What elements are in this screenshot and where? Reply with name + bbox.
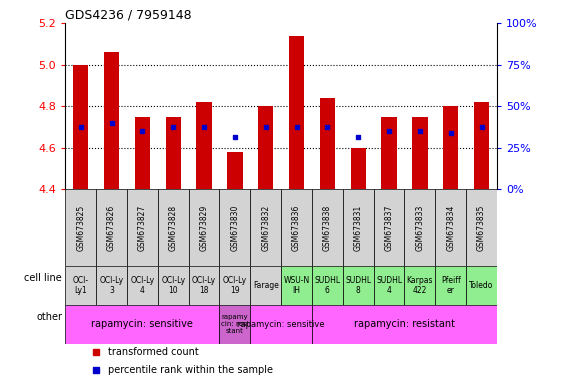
Bar bbox=[289, 35, 304, 189]
Text: SUDHL
6: SUDHL 6 bbox=[314, 276, 340, 295]
Bar bbox=[219, 189, 250, 266]
Bar bbox=[374, 266, 404, 305]
Bar bbox=[466, 266, 497, 305]
Bar bbox=[281, 189, 312, 266]
Text: OCI-Ly
18: OCI-Ly 18 bbox=[192, 276, 216, 295]
Text: OCI-Ly
10: OCI-Ly 10 bbox=[161, 276, 185, 295]
Bar bbox=[219, 266, 250, 305]
Bar bbox=[343, 266, 374, 305]
Text: GSM673827: GSM673827 bbox=[138, 205, 147, 251]
Text: GSM673825: GSM673825 bbox=[76, 205, 85, 251]
Bar bbox=[65, 305, 219, 344]
Bar bbox=[374, 189, 404, 266]
Bar bbox=[404, 189, 435, 266]
Bar bbox=[404, 266, 435, 305]
Bar bbox=[250, 266, 281, 305]
Text: GSM673831: GSM673831 bbox=[354, 205, 363, 251]
Text: Farage: Farage bbox=[253, 281, 279, 290]
Text: rapamy
cin: resi
stant: rapamy cin: resi stant bbox=[221, 314, 249, 334]
Bar bbox=[350, 148, 366, 189]
Text: OCI-Ly
19: OCI-Ly 19 bbox=[223, 276, 247, 295]
Bar bbox=[96, 189, 127, 266]
Text: rapamycin: resistant: rapamycin: resistant bbox=[354, 319, 455, 329]
Text: percentile rank within the sample: percentile rank within the sample bbox=[108, 365, 273, 375]
Bar bbox=[65, 189, 96, 266]
Text: Toledo: Toledo bbox=[469, 281, 494, 290]
Text: rapamycin: sensitive: rapamycin: sensitive bbox=[91, 319, 193, 329]
Text: GSM673830: GSM673830 bbox=[231, 205, 239, 251]
Text: OCI-Ly
4: OCI-Ly 4 bbox=[130, 276, 154, 295]
Text: other: other bbox=[36, 312, 62, 322]
Text: SUDHL
8: SUDHL 8 bbox=[345, 276, 371, 295]
Bar bbox=[227, 152, 243, 189]
Text: Pfeiff
er: Pfeiff er bbox=[441, 276, 461, 295]
Bar bbox=[312, 305, 497, 344]
Bar bbox=[189, 189, 219, 266]
Text: GDS4236 / 7959148: GDS4236 / 7959148 bbox=[65, 9, 192, 22]
Text: Karpas
422: Karpas 422 bbox=[407, 276, 433, 295]
Bar bbox=[435, 266, 466, 305]
Text: WSU-N
IH: WSU-N IH bbox=[283, 276, 310, 295]
Bar bbox=[443, 106, 458, 189]
Text: GSM673828: GSM673828 bbox=[169, 205, 178, 251]
Text: GSM673836: GSM673836 bbox=[292, 205, 301, 251]
Text: GSM673837: GSM673837 bbox=[385, 205, 394, 251]
Text: GSM673829: GSM673829 bbox=[199, 205, 208, 251]
Text: OCI-Ly
3: OCI-Ly 3 bbox=[99, 276, 124, 295]
Bar bbox=[104, 52, 119, 189]
Bar bbox=[258, 106, 273, 189]
Bar bbox=[73, 65, 89, 189]
Text: OCI-
Ly1: OCI- Ly1 bbox=[73, 276, 89, 295]
Text: GSM673834: GSM673834 bbox=[446, 205, 455, 251]
Text: GSM673832: GSM673832 bbox=[261, 205, 270, 251]
Text: SUDHL
4: SUDHL 4 bbox=[376, 276, 402, 295]
Text: rapamycin: sensitive: rapamycin: sensitive bbox=[237, 320, 325, 329]
Bar bbox=[466, 189, 497, 266]
Bar bbox=[381, 117, 397, 189]
Text: transformed count: transformed count bbox=[108, 347, 199, 357]
Bar bbox=[343, 189, 374, 266]
Bar bbox=[320, 98, 335, 189]
Bar bbox=[250, 189, 281, 266]
Bar bbox=[127, 266, 158, 305]
Text: GSM673826: GSM673826 bbox=[107, 205, 116, 251]
Bar bbox=[135, 117, 150, 189]
Bar bbox=[165, 117, 181, 189]
Bar bbox=[281, 266, 312, 305]
Text: cell line: cell line bbox=[24, 273, 62, 283]
Bar bbox=[158, 266, 189, 305]
Bar bbox=[474, 102, 489, 189]
Bar bbox=[250, 305, 312, 344]
Bar bbox=[189, 266, 219, 305]
Bar bbox=[435, 189, 466, 266]
Bar bbox=[197, 102, 212, 189]
Text: GSM673833: GSM673833 bbox=[415, 205, 424, 251]
Bar bbox=[96, 266, 127, 305]
Bar bbox=[312, 266, 343, 305]
Bar bbox=[65, 266, 96, 305]
Bar bbox=[219, 305, 250, 344]
Text: GSM673838: GSM673838 bbox=[323, 205, 332, 251]
Bar bbox=[158, 189, 189, 266]
Bar bbox=[412, 117, 428, 189]
Text: GSM673835: GSM673835 bbox=[477, 205, 486, 251]
Bar bbox=[312, 189, 343, 266]
Bar bbox=[127, 189, 158, 266]
